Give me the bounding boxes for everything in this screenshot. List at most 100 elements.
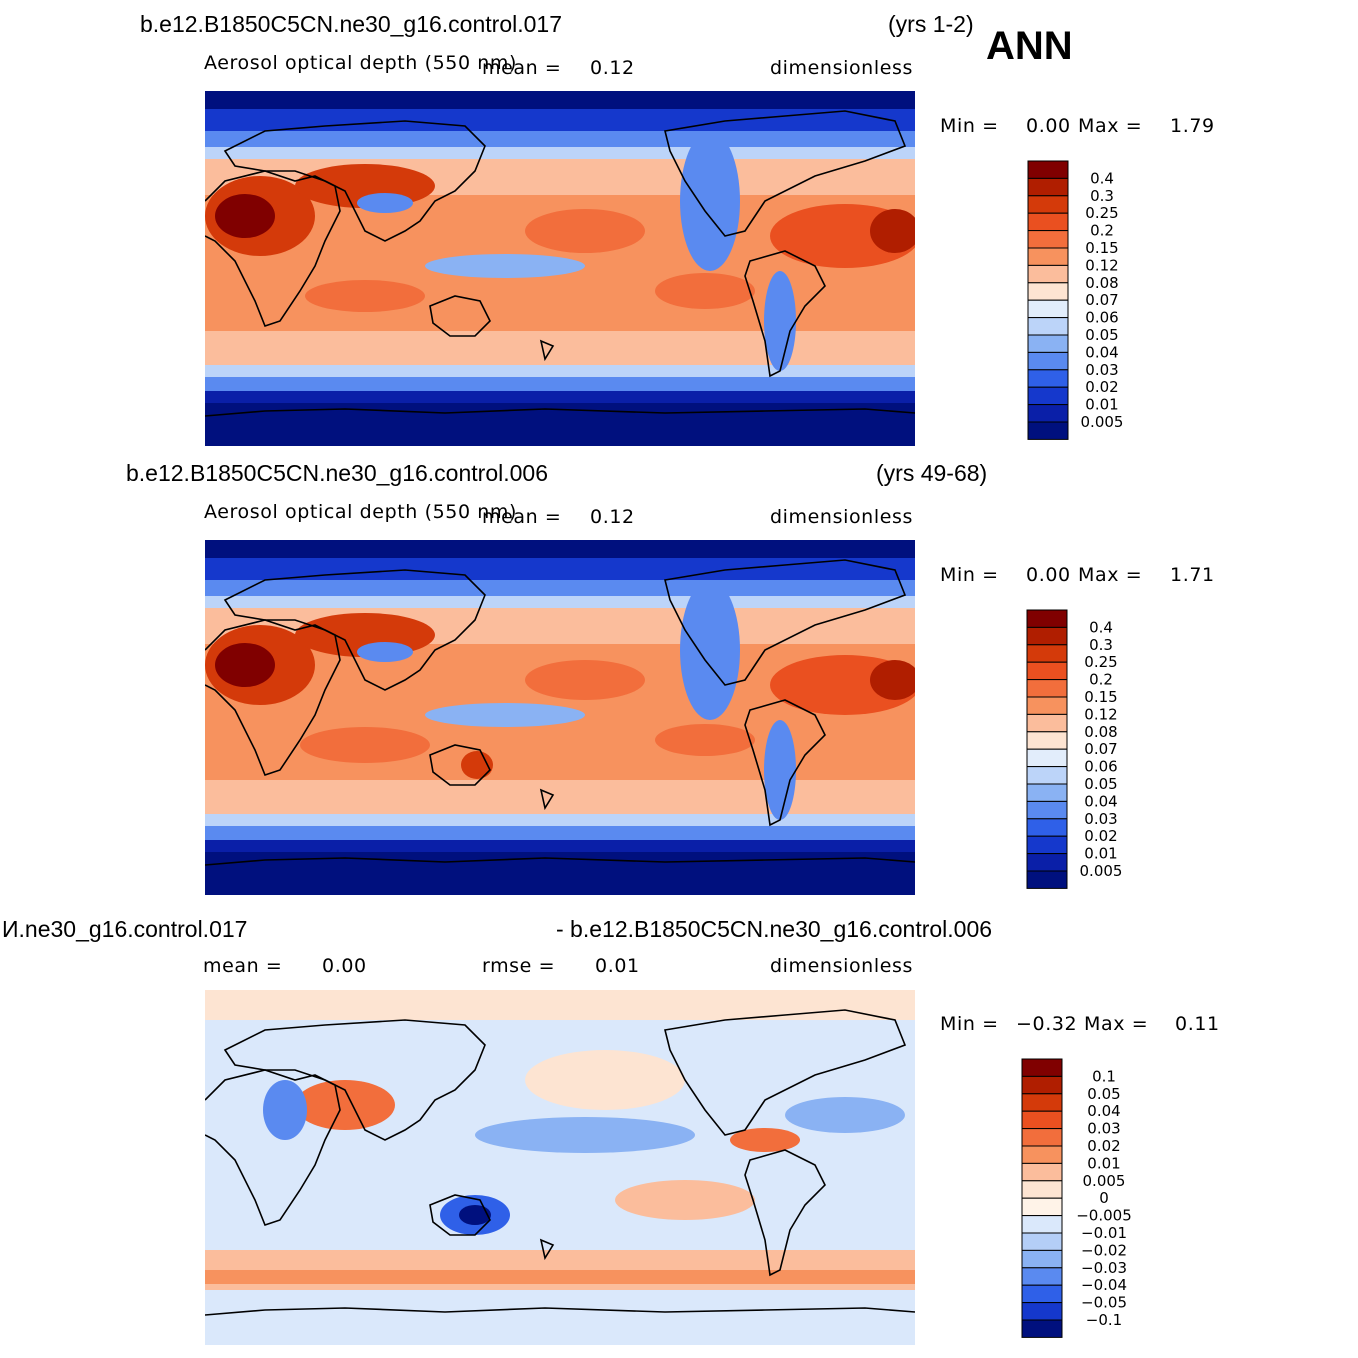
colorbar-tick-label: 0.07 — [1085, 291, 1118, 309]
colorbar-box — [1026, 609, 1068, 628]
colorbar-tick-label: 0.3 — [1089, 636, 1113, 654]
colorbar-tick-label: 0.03 — [1087, 1120, 1120, 1138]
colorbar-box — [1027, 247, 1069, 266]
colorbar-box — [1021, 1215, 1063, 1234]
colorbar-tick-label: 0.05 — [1085, 326, 1118, 344]
colorbar-box — [1026, 800, 1068, 820]
south-pacific-plume — [655, 273, 755, 309]
colorbar-tick-label: 0.12 — [1085, 256, 1118, 274]
colorbar-tick-label: 0.1 — [1092, 1067, 1116, 1085]
arabia-pos — [295, 1080, 395, 1130]
panel1-mean-value: 0.12 — [590, 57, 635, 79]
andes-low — [764, 720, 796, 820]
australia-dust — [461, 751, 493, 779]
colorbar-tick-label: 0.3 — [1090, 187, 1114, 205]
panel2-max-label: Max = — [1078, 564, 1143, 586]
panel3-units: dimensionless — [770, 955, 913, 977]
colorbar-tick-label: 0.4 — [1090, 169, 1114, 187]
colorbar-box — [1027, 282, 1069, 301]
panel1-map — [205, 91, 915, 446]
colorbar-box — [1026, 696, 1068, 715]
panel3-min-label: Min = — [940, 1013, 999, 1035]
colorbar-tick-label: 0.01 — [1084, 845, 1117, 863]
tibet-low — [357, 642, 413, 662]
colorbar-box — [1026, 713, 1068, 733]
colorbar-tick-label: 0.06 — [1084, 758, 1117, 776]
panel3-colorbar: 0.10.050.040.030.020.010.0050−0.005−0.01… — [1021, 1058, 1132, 1338]
colorbar-box — [1026, 626, 1068, 646]
panel2-years: (yrs 49-68) — [876, 460, 988, 486]
panel1-max-label: Max = — [1078, 115, 1143, 137]
north-light-band — [205, 596, 915, 608]
atlantic-dust-core — [870, 660, 915, 700]
southern-band-core — [205, 1270, 915, 1284]
colorbar-tick-label: 0.04 — [1087, 1102, 1120, 1120]
colorbar-tick-label: 0.03 — [1084, 810, 1117, 828]
colorbar-box — [1026, 835, 1068, 855]
colorbar-tick-label: 0.02 — [1087, 1137, 1120, 1155]
panel1-min-value: 0.00 — [1026, 115, 1071, 137]
colorbar-box — [1027, 369, 1069, 388]
north-mid-band — [205, 131, 915, 147]
colorbar-tick-label: 0.07 — [1084, 740, 1117, 758]
panel1-case-name: b.e12.B1850C5CN.ne30_g16.control.017 — [140, 11, 562, 37]
colorbar-tick-label: 0.02 — [1085, 378, 1118, 396]
colorbar-tick-label: 0.01 — [1087, 1154, 1120, 1172]
colorbar-box — [1027, 317, 1069, 336]
panel1-colorbar: 0.40.30.250.20.150.120.080.070.060.050.0… — [1027, 160, 1123, 440]
colorbar-box — [1021, 1058, 1063, 1077]
atlantic-neg — [785, 1097, 905, 1133]
colorbar-tick-label: 0.08 — [1085, 274, 1118, 292]
panel3-mean-label: mean = — [203, 955, 283, 977]
panel3-max-label: Max = — [1084, 1013, 1149, 1035]
panel2-mean-value: 0.12 — [590, 506, 635, 528]
panel1-max-value: 1.79 — [1170, 115, 1215, 137]
coastlines — [205, 1009, 915, 1316]
colorbar-box — [1026, 853, 1068, 872]
arctic-core — [205, 540, 915, 558]
warm-pool-low — [425, 254, 585, 278]
sahara-dust-core — [215, 194, 275, 238]
colorbar-box — [1021, 1197, 1063, 1217]
panel1-years: (yrs 1-2) — [888, 11, 974, 37]
colorbar-tick-label: 0.2 — [1090, 222, 1114, 240]
panel2-map — [205, 540, 915, 895]
colorbar-box — [1026, 870, 1068, 889]
colorbar-tick-label: 0.25 — [1085, 204, 1118, 222]
colorbar-tick-label: 0.08 — [1084, 723, 1117, 741]
south-mid-band — [205, 377, 915, 391]
colorbar-box — [1021, 1267, 1063, 1286]
colorbar-tick-label: 0.15 — [1085, 239, 1118, 257]
south-mid-band — [205, 826, 915, 840]
colorbar-tick-label: 0.2 — [1089, 671, 1113, 689]
panel2-min-label: Min = — [940, 564, 999, 586]
colorbar-box — [1021, 1319, 1063, 1338]
indian-ocean-plume — [305, 280, 425, 312]
colorbar-tick-label: −0.005 — [1076, 1207, 1132, 1225]
colorbar-tick-label: −0.03 — [1081, 1259, 1127, 1277]
colorbar-box — [1026, 766, 1068, 785]
pacific-plume — [525, 660, 645, 700]
north-mid-band — [205, 580, 915, 596]
coastlines — [205, 559, 915, 866]
colorbar-tick-label: 0.005 — [1083, 1172, 1126, 1190]
colorbar-box — [1027, 404, 1069, 423]
colorbar-tick-label: 0.01 — [1085, 396, 1118, 414]
colorbar-box — [1021, 1093, 1063, 1112]
colorbar-tick-label: 0 — [1099, 1189, 1109, 1207]
colorbar-box — [1026, 748, 1068, 768]
north-pacific-pos — [525, 1050, 685, 1110]
season-label: ANN — [986, 24, 1073, 68]
panel2-case-name: b.e12.B1850C5CN.ne30_g16.control.006 — [126, 460, 548, 486]
panel1-min-label: Min = — [940, 115, 999, 137]
panel3-max-value: 0.11 — [1175, 1013, 1220, 1035]
atlantic-dust-core — [870, 209, 915, 253]
south-light-band — [205, 814, 915, 826]
colorbar-tick-label: −0.02 — [1081, 1241, 1127, 1259]
colorbar-box — [1027, 230, 1069, 249]
panel1-mean-label: mean = — [482, 57, 562, 79]
colorbar-box — [1026, 661, 1068, 681]
colorbar-box — [1026, 679, 1068, 698]
colorbar-tick-label: 0.15 — [1084, 688, 1117, 706]
equatorial-neg — [475, 1117, 695, 1153]
